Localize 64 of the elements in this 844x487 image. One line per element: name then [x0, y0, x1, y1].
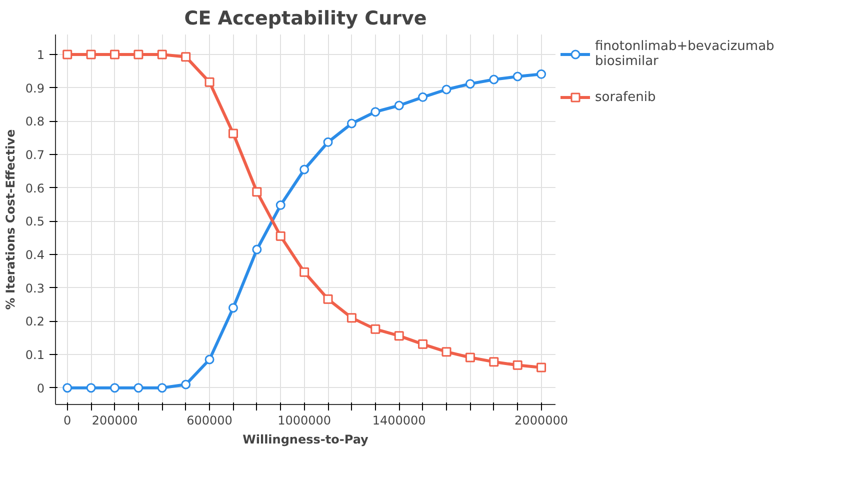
y-tick-label: 0.1: [25, 348, 45, 362]
point: [157, 50, 167, 60]
point: [276, 231, 286, 241]
point: [300, 164, 310, 174]
point: [442, 347, 452, 357]
legend-label: finotonlimab+bevacizumab biosimilar: [595, 39, 774, 69]
point: [394, 331, 404, 341]
point: [346, 313, 356, 323]
point: [512, 360, 522, 370]
x-tick-label: 600000: [186, 414, 232, 428]
point: [204, 354, 214, 364]
point: [418, 339, 428, 349]
point: [276, 200, 286, 210]
point: [134, 50, 144, 60]
point: [228, 303, 238, 313]
point: [181, 380, 191, 390]
x-tick-label: 2000000: [514, 414, 568, 428]
point: [300, 267, 310, 277]
y-tick-label: 0.6: [25, 181, 45, 196]
y-tick-label: 0.5: [25, 214, 45, 229]
point: [134, 383, 144, 393]
point: [323, 137, 333, 147]
point: [489, 357, 499, 367]
point: [489, 74, 499, 84]
point: [204, 77, 214, 87]
y-tick-label: 0.8: [25, 114, 45, 129]
point: [62, 383, 72, 393]
point: [252, 244, 262, 254]
point: [536, 362, 546, 372]
y-tick-label: 1: [36, 48, 45, 62]
x-tick-label: 200000: [92, 414, 138, 428]
point: [181, 52, 191, 62]
point: [370, 107, 380, 117]
x-tick-label: 1400000: [372, 414, 426, 428]
point: [418, 92, 428, 102]
point: [370, 324, 380, 334]
y-tick-label: 0.4: [25, 248, 45, 262]
y-tick-label: 0.3: [25, 281, 45, 296]
x-tick-label: 1000000: [278, 414, 332, 428]
point: [465, 352, 475, 362]
point: [394, 100, 404, 110]
y-tick-label: 0.9: [25, 81, 45, 96]
y-tick-label: 0.2: [25, 314, 45, 329]
point: [252, 187, 262, 197]
y-tick-label: 0: [36, 381, 45, 396]
chart-title: CE Acceptability Curve: [184, 8, 427, 30]
point: [323, 294, 333, 304]
x-tick-label: 0: [64, 414, 72, 428]
x-axis-title: Willingness-to-Pay: [242, 432, 369, 446]
legend-label: sorafenib: [595, 90, 656, 104]
point: [86, 383, 96, 393]
point: [442, 84, 452, 94]
point: [110, 50, 120, 60]
y-tick-label: 0.7: [25, 148, 45, 162]
point: [86, 50, 96, 60]
point: [465, 79, 475, 89]
point: [346, 118, 356, 128]
point: [62, 50, 72, 60]
y-axis-title: % Iterations Cost-Effective: [3, 129, 18, 310]
point: [536, 69, 546, 79]
point: [110, 383, 120, 393]
point: [228, 128, 238, 138]
point: [157, 383, 167, 393]
point: [512, 72, 522, 82]
